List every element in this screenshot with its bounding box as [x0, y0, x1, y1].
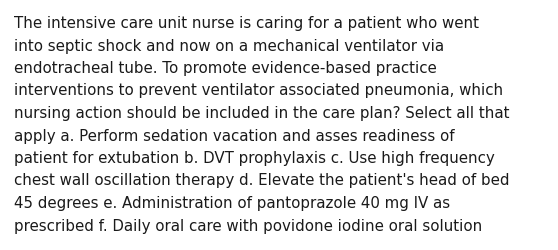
- Text: nursing action should be included in the care plan? Select all that: nursing action should be included in the…: [14, 106, 509, 120]
- Text: patient for extubation b. DVT prophylaxis c. Use high frequency: patient for extubation b. DVT prophylaxi…: [14, 150, 495, 165]
- Text: into septic shock and now on a mechanical ventilator via: into septic shock and now on a mechanica…: [14, 38, 444, 53]
- Text: endotracheal tube. To promote evidence-based practice: endotracheal tube. To promote evidence-b…: [14, 61, 437, 76]
- Text: apply a. Perform sedation vacation and asses readiness of: apply a. Perform sedation vacation and a…: [14, 128, 455, 143]
- Text: prescribed f. Daily oral care with povidone iodine oral solution: prescribed f. Daily oral care with povid…: [14, 218, 482, 232]
- Text: chest wall oscillation therapy d. Elevate the patient's head of bed: chest wall oscillation therapy d. Elevat…: [14, 173, 509, 188]
- Text: The intensive care unit nurse is caring for a patient who went: The intensive care unit nurse is caring …: [14, 16, 479, 31]
- Text: interventions to prevent ventilator associated pneumonia, which: interventions to prevent ventilator asso…: [14, 83, 503, 98]
- Text: 45 degrees e. Administration of pantoprazole 40 mg IV as: 45 degrees e. Administration of pantopra…: [14, 195, 450, 210]
